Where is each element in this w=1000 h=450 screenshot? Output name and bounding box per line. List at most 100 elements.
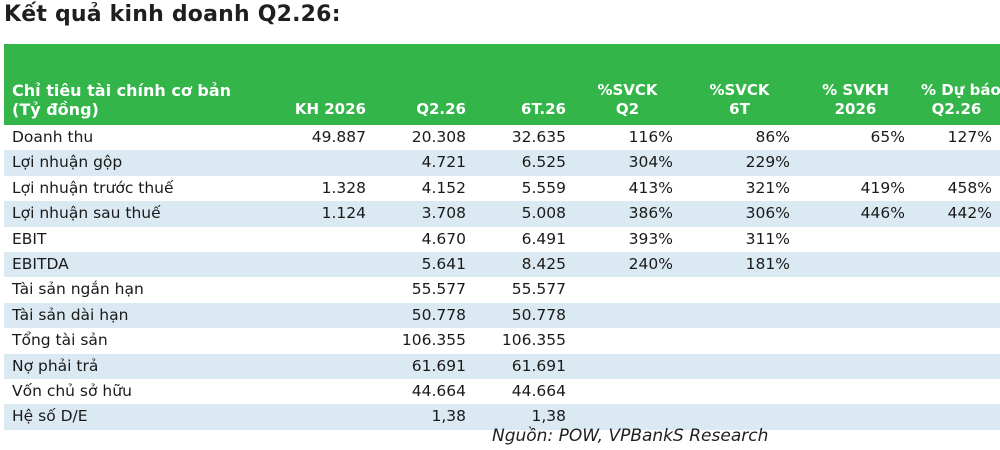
cell-svkh: [798, 404, 913, 429]
cell-svkh: [798, 227, 913, 252]
header-svkh: % SVKH 2026: [798, 44, 913, 125]
cell-q2: 55.577: [411, 280, 466, 299]
cell-q2: 3.708: [421, 204, 466, 223]
header-svck-6t-line2: 6T: [729, 100, 750, 118]
cell-svkh: 419%: [860, 178, 905, 197]
table-row-he-so-de: Hệ số D/E 1,38 1,38: [4, 404, 1000, 430]
cell-svck-6t: [681, 328, 798, 353]
cell-kh2026: 1.124: [321, 204, 366, 223]
table-row-tong-tai-san: Tổng tài sản 106.355 106.355: [4, 328, 1000, 354]
cell-svck-6t: 306%: [745, 204, 790, 223]
cell-svkh: [798, 379, 913, 404]
cell-6t: 55.577: [511, 280, 566, 299]
financial-results-table: Chỉ tiêu tài chính cơ bản (Tỷ đồng) KH 2…: [4, 44, 1000, 430]
table-row-tai-san-dai-han: Tài sản dài hạn 50.778 50.778: [4, 302, 1000, 329]
cell-svck-q2: 393%: [628, 229, 673, 248]
source-note: Nguồn: POW, VPBankS Research: [492, 426, 769, 446]
header-svck-6t-line1: %SVCK: [709, 81, 770, 99]
cell-svck-6t: 229%: [745, 153, 790, 172]
cell-kh2026: [254, 227, 374, 252]
cell-6t: 5.008: [521, 204, 566, 223]
cell-6t: 32.635: [511, 128, 566, 146]
row-label: Hệ số D/E: [12, 407, 88, 426]
cell-svkh: [798, 252, 913, 277]
cell-svck-q2: 304%: [628, 153, 673, 172]
cell-svck-6t: [681, 277, 798, 302]
row-label: Vốn chủ sở hữu: [12, 382, 132, 401]
header-q2: Q2.26: [416, 100, 466, 118]
cell-svkh: [798, 277, 913, 302]
cell-dubao: [913, 303, 1000, 328]
cell-6t: 6.525: [521, 153, 566, 172]
header-dubao-line2: Q2.26: [931, 100, 982, 118]
table-row-doanh-thu: Doanh thu 49.887 20.308 32.635 116% 86% …: [4, 125, 1000, 151]
row-label: Doanh thu: [12, 128, 94, 146]
cell-svck-6t: [681, 303, 798, 328]
cell-dubao: 127%: [947, 128, 992, 146]
cell-dubao: [913, 404, 1000, 429]
table-header-row: Chỉ tiêu tài chính cơ bản (Tỷ đồng) KH 2…: [4, 44, 1000, 125]
cell-dubao: [913, 379, 1000, 404]
cell-svck-q2: [574, 354, 681, 379]
cell-q2: 50.778: [411, 305, 466, 324]
row-label: Tổng tài sản: [12, 331, 108, 350]
header-metric: Chỉ tiêu tài chính cơ bản (Tỷ đồng): [4, 44, 254, 125]
cell-svck-6t: 86%: [755, 128, 790, 146]
row-label: Lợi nhuận gộp: [12, 153, 123, 172]
cell-kh2026: [254, 379, 374, 404]
row-label: EBITDA: [12, 255, 69, 274]
cell-kh2026: [254, 354, 374, 379]
cell-svck-q2: [574, 328, 681, 353]
cell-dubao: 442%: [947, 204, 992, 223]
row-label: EBIT: [12, 229, 47, 248]
cell-svck-6t: 311%: [745, 229, 790, 248]
cell-6t: 1,38: [531, 407, 566, 426]
cell-svck-q2: [574, 379, 681, 404]
header-svkh-line1: % SVKH: [822, 81, 889, 99]
header-kh2026: KH 2026: [294, 100, 366, 118]
header-6t: 6T.26: [521, 100, 566, 118]
table-row-von-chu-so-huu: Vốn chủ sở hữu 44.664 44.664: [4, 379, 1000, 405]
cell-svck-q2: 413%: [628, 178, 673, 197]
cell-q2: 20.308: [411, 128, 466, 146]
cell-q2: 4.670: [421, 229, 466, 248]
table-row-ebitda: EBITDA 5.641 8.425 240% 181%: [4, 252, 1000, 278]
header-svck-q2-line2: Q2: [615, 100, 640, 118]
cell-svck-q2: 240%: [628, 255, 673, 274]
header-svck-q2: %SVCK Q2: [574, 44, 681, 125]
cell-svkh: 65%: [870, 128, 905, 146]
cell-kh2026: [254, 277, 374, 302]
cell-dubao: [913, 227, 1000, 252]
cell-6t: 50.778: [511, 305, 566, 324]
page-title: Kết quả kinh doanh Q2.26:: [4, 2, 341, 27]
table-row-loi-nhuan-sau-thue: Lợi nhuận sau thuế 1.124 3.708 5.008 386…: [4, 201, 1000, 227]
table-row-loi-nhuan-gop: Lợi nhuận gộp 4.721 6.525 304% 229%: [4, 150, 1000, 176]
table-row-no-phai-tra: Nợ phải trả 61.691 61.691: [4, 353, 1000, 380]
cell-kh2026: 49.887: [311, 128, 366, 146]
cell-6t: 5.559: [521, 178, 566, 197]
cell-q2: 106.355: [401, 331, 466, 350]
cell-q2: 1,38: [431, 407, 466, 426]
cell-6t: 106.355: [501, 331, 566, 350]
cell-dubao: 458%: [947, 178, 992, 197]
table-row-loi-nhuan-truoc-thue: Lợi nhuận trước thuế 1.328 4.152 5.559 4…: [4, 175, 1000, 202]
cell-dubao: [913, 252, 1000, 277]
header-svkh-line2: 2026: [834, 100, 877, 118]
cell-kh2026: [254, 252, 374, 277]
cell-q2: 5.641: [421, 255, 466, 274]
cell-svck-q2: 116%: [628, 128, 673, 146]
cell-dubao: [913, 150, 1000, 175]
cell-svck-6t: 321%: [745, 178, 790, 197]
row-label: Tài sản dài hạn: [12, 305, 129, 324]
cell-q2: 44.664: [411, 382, 466, 401]
cell-q2: 4.721: [421, 153, 466, 172]
cell-svck-6t: [681, 379, 798, 404]
cell-svck-q2: [574, 277, 681, 302]
cell-svkh: [798, 303, 913, 328]
cell-svkh: [798, 354, 913, 379]
table-row-tai-san-ngan-han: Tài sản ngắn hạn 55.577 55.577: [4, 277, 1000, 303]
cell-dubao: [913, 328, 1000, 353]
cell-svck-q2: 386%: [628, 204, 673, 223]
header-svck-q2-line1: %SVCK: [597, 81, 658, 99]
header-metric-line1: Chỉ tiêu tài chính cơ bản: [12, 81, 232, 100]
